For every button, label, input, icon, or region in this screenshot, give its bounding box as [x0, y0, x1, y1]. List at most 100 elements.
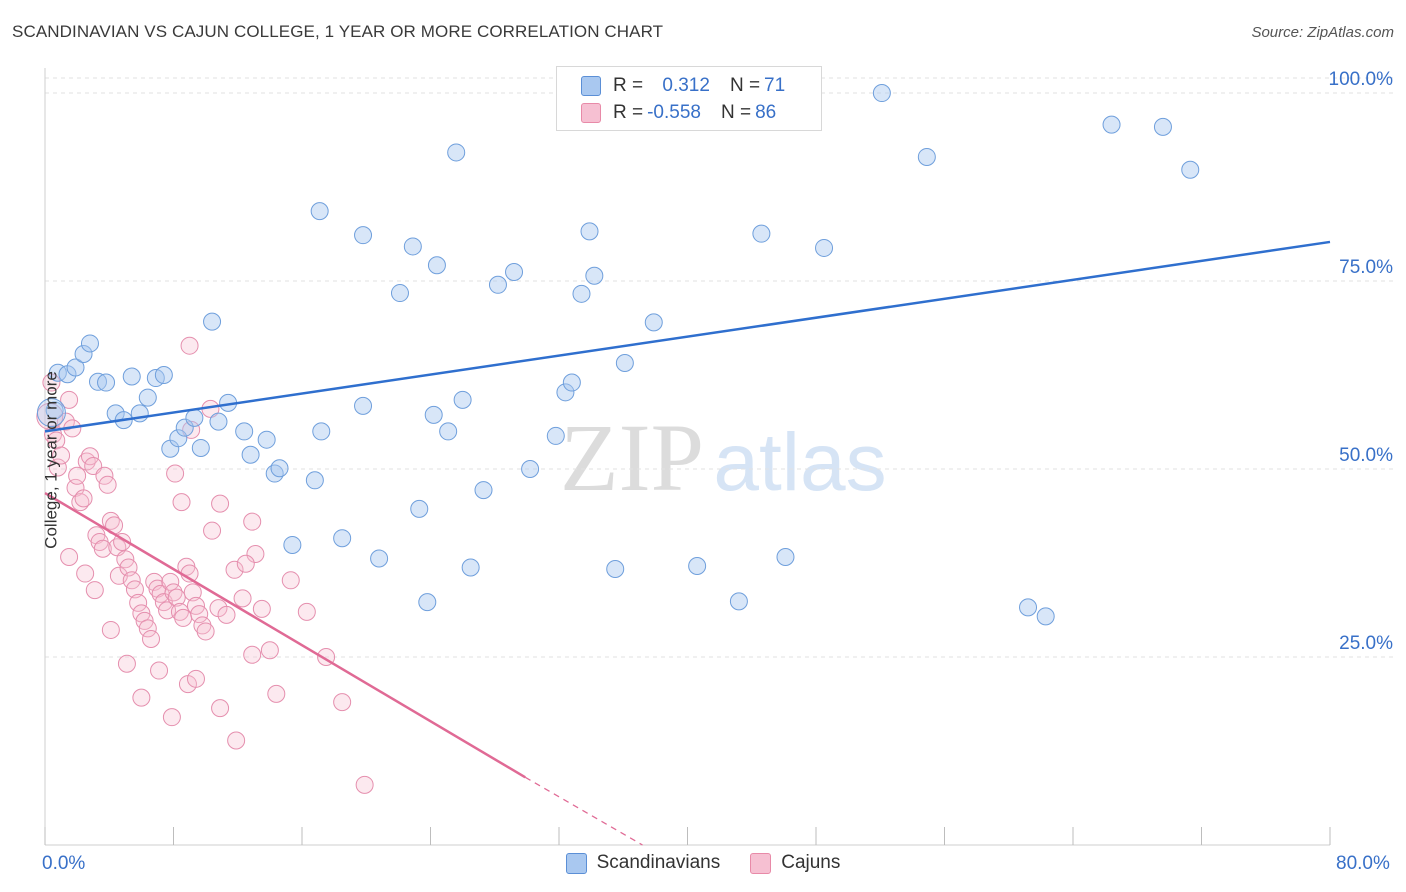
cajuns-trend-extension [524, 776, 643, 846]
scandinavian-point [488, 275, 507, 294]
scandinavian-point [169, 429, 188, 448]
scandinavian-point [872, 84, 891, 103]
cajun-point [80, 447, 99, 466]
cajun-point [68, 466, 87, 485]
scandinavian-point [447, 143, 466, 162]
scandinavian-point [283, 535, 302, 554]
scandinavian-point [474, 481, 493, 500]
scandinavian-point [270, 459, 289, 478]
cajun-point [211, 699, 230, 718]
cajun-point [85, 581, 104, 600]
y-tick-label: 25.0% [1339, 633, 1393, 654]
scandinavian-point-cluster [36, 398, 66, 428]
cajun-point [161, 572, 180, 591]
scandinavian-point [80, 334, 99, 353]
cajun-point [113, 532, 132, 551]
scandinavian-point [310, 202, 329, 221]
cajun-point [98, 475, 117, 494]
chart-title: SCANDINAVIAN VS CAJUN COLLEGE, 1 YEAR OR… [12, 22, 664, 41]
series-legend-cajuns[interactable]: Cajuns [750, 852, 840, 874]
scandinavian-point [312, 422, 331, 441]
cajun-point [233, 589, 252, 608]
scandinavian-point [410, 499, 429, 518]
x-tick-label-min: 0.0% [42, 853, 86, 874]
cajun-point [333, 693, 352, 712]
cajun-point [101, 620, 120, 639]
scandinavian-point [424, 405, 443, 424]
scandinavian-point [439, 422, 458, 441]
cajun-point [129, 593, 148, 612]
cajun-point [76, 564, 95, 583]
cajuns-trend-line [44, 492, 526, 779]
cajun-point [52, 446, 71, 465]
cajun-point [243, 645, 262, 664]
scandinavian-point [572, 284, 591, 303]
cajuns-points [36, 336, 374, 794]
legend-r-label: R = [613, 102, 644, 123]
cajun-point [211, 494, 230, 513]
stats-legend: R = 0.312 N = 71 R = -0.558 N = 86 [556, 66, 822, 131]
y-axis-label: College, 1 year or more [41, 371, 61, 549]
series-legend-scandinavians[interactable]: Scandinavians [565, 852, 720, 874]
scandinavian-point [209, 412, 228, 431]
scandinavian-point [265, 464, 284, 483]
scandinavian-point [370, 549, 389, 568]
scandinavian-point [1181, 160, 1200, 179]
cajun-point [48, 458, 67, 477]
scandinavian-point [461, 558, 480, 577]
legend-row-cajuns: R = -0.558 N = 86 [581, 101, 776, 125]
cajun-point [172, 493, 191, 512]
scandinavian-point [556, 383, 575, 402]
scandinavian-point [546, 426, 565, 445]
x-tick-label-max: 80.0% [1336, 853, 1390, 874]
source-label: Source: ZipAtlas.com [1251, 24, 1394, 41]
scandinavian-point [752, 224, 771, 243]
scandinavian-point [66, 358, 85, 377]
scandinavian-point [74, 344, 93, 363]
legend-r-value: 0.312 [657, 75, 710, 96]
cajun-point [158, 601, 177, 620]
legend-swatch-blue [581, 76, 601, 96]
scandinavian-point [776, 547, 795, 566]
cajun-point [183, 583, 202, 602]
scandinavian-point [97, 373, 116, 392]
scandinavian-point [644, 313, 663, 332]
scandinavian-point [580, 222, 599, 241]
scandinavian-point [453, 390, 472, 409]
scandinavian-point [521, 460, 540, 479]
scandinavian-point [418, 593, 437, 612]
scandinavian-point [354, 396, 373, 415]
cajun-point [217, 605, 236, 624]
scandinavian-point [585, 266, 604, 285]
cajun-point [180, 336, 199, 355]
series-legend: Scandinavians Cajuns [0, 852, 1406, 874]
cajun-point [236, 554, 255, 573]
cajun-point [246, 544, 265, 563]
cajun-point [166, 464, 185, 483]
scandinavian-point [241, 445, 260, 464]
cajun-point [355, 775, 374, 794]
cajun-point [174, 608, 193, 627]
scandinavians-points [36, 84, 1200, 626]
legend-n-value: 86 [755, 102, 777, 123]
swatch-pink [750, 852, 772, 874]
scandinavian-point [175, 418, 194, 437]
legend-r-label: R = [613, 75, 644, 96]
scandinavian-point [688, 557, 707, 576]
cajun-point [93, 539, 112, 558]
scandinavian-point [191, 438, 210, 457]
scandinavian-point [354, 226, 373, 245]
cajun-point [117, 654, 136, 673]
scandinavian-point [403, 237, 422, 256]
scandinavian-point [138, 388, 157, 407]
cajun-point [225, 560, 244, 579]
trend-lines [44, 240, 1331, 846]
cajun-point [162, 708, 181, 727]
scandinavian-point [917, 147, 936, 166]
cajun-point [227, 731, 246, 750]
cajun-point [260, 641, 279, 660]
cajun-point [150, 661, 169, 680]
scandinavian-point [729, 592, 748, 611]
cajun-point [164, 583, 183, 602]
